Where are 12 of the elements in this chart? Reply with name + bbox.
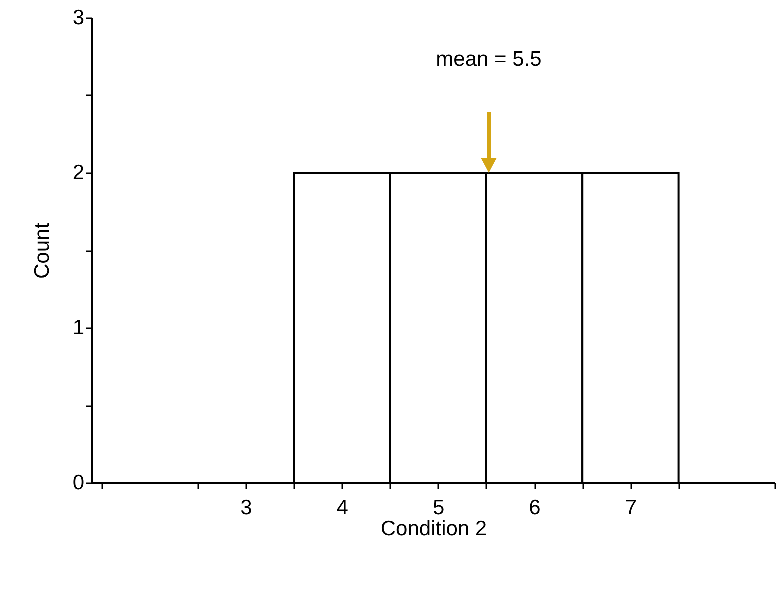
x-tick-label: 7 <box>625 496 638 520</box>
x-tick-label: 3 <box>240 496 252 520</box>
y-tick-label: 2 <box>72 162 84 184</box>
y-tick-label: 3 <box>72 6 84 30</box>
y-tick-label: 0 <box>72 472 84 494</box>
x-tick-label: 5 <box>432 496 445 520</box>
y-tick-label: 1 <box>72 316 84 340</box>
x-tick-label: 6 <box>529 496 541 520</box>
x-tick-label: 4 <box>336 496 349 520</box>
y-axis-title: Count <box>30 222 54 280</box>
annotation: mean = 5.5 <box>436 48 542 71</box>
x-axis-title: Condition 2 <box>380 518 488 540</box>
